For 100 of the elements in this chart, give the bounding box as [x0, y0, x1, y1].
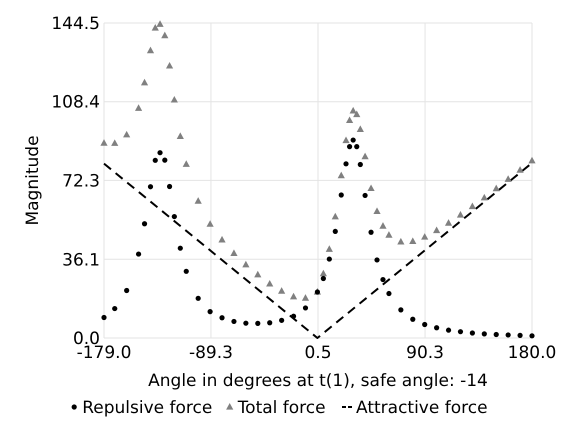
point — [397, 238, 404, 244]
point — [243, 320, 248, 326]
point — [529, 333, 535, 338]
legend-label: Repulsive force — [82, 398, 212, 418]
point — [482, 331, 487, 336]
point — [196, 296, 201, 301]
y-axis-title: Magnitude — [23, 135, 43, 226]
legend-label: Attractive force — [356, 398, 488, 418]
point — [354, 144, 360, 150]
point — [101, 314, 107, 320]
point — [350, 106, 357, 114]
point — [326, 245, 333, 252]
x-tick-label: 90.3 — [406, 343, 444, 363]
point — [152, 158, 158, 163]
point — [358, 162, 363, 168]
point — [162, 158, 168, 163]
point — [161, 32, 168, 38]
point — [332, 212, 339, 220]
point — [338, 172, 345, 178]
point — [410, 316, 416, 322]
point — [206, 220, 214, 227]
point — [208, 309, 213, 314]
point — [342, 136, 350, 144]
y-tick-label: 72.3 — [62, 171, 100, 192]
point — [100, 139, 108, 146]
point — [136, 251, 142, 257]
point — [290, 292, 298, 300]
point — [367, 184, 375, 192]
point — [123, 130, 130, 138]
point — [302, 294, 310, 301]
point — [111, 139, 118, 146]
point — [346, 116, 354, 124]
point — [146, 46, 154, 54]
point — [279, 318, 284, 323]
point — [231, 318, 237, 324]
point — [230, 249, 238, 256]
point — [343, 161, 349, 166]
y-tick-label: 108.4 — [51, 92, 100, 113]
point — [528, 156, 536, 164]
point — [194, 197, 202, 204]
x-tick-label: 0.5 — [304, 343, 332, 363]
point — [386, 290, 392, 296]
point — [494, 332, 499, 338]
point — [421, 233, 428, 240]
point — [458, 329, 464, 334]
point — [361, 152, 369, 160]
point — [517, 332, 523, 338]
point — [353, 110, 360, 118]
point — [332, 228, 338, 234]
point — [504, 175, 512, 182]
point — [368, 230, 374, 235]
point — [140, 78, 148, 86]
point — [157, 150, 163, 156]
point — [148, 184, 154, 190]
point — [379, 222, 387, 229]
y-tick-label: 36.1 — [62, 250, 100, 270]
point — [398, 307, 404, 312]
point — [184, 268, 189, 274]
point — [166, 62, 174, 69]
point — [326, 256, 332, 262]
point — [266, 280, 274, 287]
point — [172, 214, 177, 220]
point — [374, 257, 380, 263]
x-tick-label: 180.0 — [508, 343, 556, 363]
point — [254, 270, 262, 278]
point — [218, 236, 226, 243]
point — [492, 184, 500, 192]
point — [338, 192, 344, 198]
point — [456, 211, 464, 218]
point — [444, 219, 452, 226]
point — [433, 226, 440, 234]
point — [516, 166, 524, 173]
point — [290, 314, 296, 319]
point — [470, 330, 475, 336]
y-tick-label: 144.5 — [51, 14, 100, 34]
point — [373, 207, 381, 214]
point — [255, 320, 260, 326]
point — [219, 315, 225, 320]
x-axis-title: Angle in degrees at t(1), safe angle: -14 — [148, 371, 488, 391]
point — [468, 202, 476, 210]
point — [112, 306, 118, 312]
point — [302, 305, 308, 311]
point — [152, 24, 159, 31]
point — [156, 20, 164, 27]
point — [320, 276, 326, 282]
point — [434, 325, 440, 330]
point — [380, 276, 386, 282]
point — [480, 194, 488, 200]
point — [385, 231, 393, 238]
point — [182, 160, 190, 167]
point — [142, 221, 148, 226]
point — [320, 270, 327, 276]
point — [176, 132, 184, 139]
point — [166, 184, 172, 190]
x-tick-label: -89.3 — [188, 343, 233, 363]
point — [350, 137, 356, 143]
point — [422, 322, 428, 328]
point — [242, 260, 250, 268]
point — [362, 192, 368, 198]
point — [506, 332, 511, 338]
